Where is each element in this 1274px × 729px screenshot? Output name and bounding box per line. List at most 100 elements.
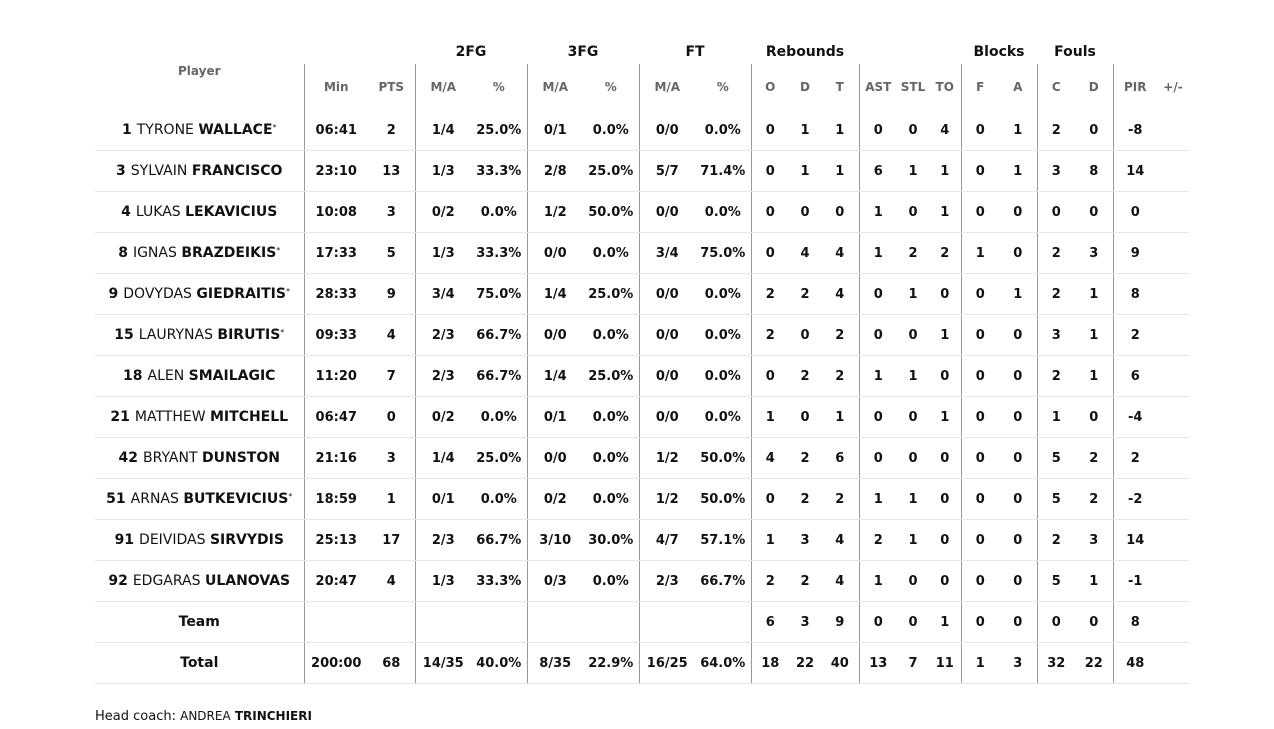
player-last-name: DUNSTON bbox=[201, 450, 280, 466]
player-number: 4 bbox=[121, 204, 131, 220]
col-header-pts: PTS bbox=[378, 80, 405, 94]
cell-reb-o: 4 bbox=[750, 437, 789, 479]
cell-plus-minus bbox=[1157, 437, 1189, 479]
cell-stl: 1 bbox=[897, 478, 929, 520]
cell-fg3-pct: 0.0% bbox=[583, 437, 639, 479]
cell-fg2-pct: 33.3% bbox=[471, 560, 527, 602]
cell-reb-t: 0 bbox=[821, 191, 859, 233]
cell-to: 0 bbox=[929, 560, 961, 602]
cell-fg2-ma: 0/1 bbox=[414, 478, 471, 520]
cell-fg3-ma: 0/1 bbox=[526, 110, 583, 151]
cell-ft-ma: 0/0 bbox=[638, 396, 695, 438]
cell-fg2-pct: 33.3% bbox=[471, 150, 527, 192]
player-number: 9 bbox=[108, 286, 119, 302]
cell-blk-a: 3 bbox=[999, 642, 1037, 684]
cell-blk-a: 0 bbox=[999, 437, 1037, 479]
box-score-table: 2FG 3FG FT Rebounds Blocks Fouls Player … bbox=[95, 40, 1189, 684]
cell-reb-t: 4 bbox=[821, 232, 859, 274]
cell-reb-d: 2 bbox=[789, 355, 821, 397]
cell-stl: 0 bbox=[897, 437, 929, 479]
cell-stl: 2 bbox=[897, 232, 929, 274]
cell-foul-d: 1 bbox=[1075, 355, 1113, 397]
col-header-foul-d: D bbox=[1088, 80, 1099, 94]
cell-ft-pct: 0.0% bbox=[695, 355, 751, 397]
cell-reb-o: 6 bbox=[750, 601, 789, 643]
cell-foul-c: 5 bbox=[1036, 478, 1075, 520]
cell-foul-c: 0 bbox=[1036, 191, 1075, 233]
cell-fg3-pct: 30.0% bbox=[583, 519, 639, 561]
cell-blk-f: 1 bbox=[960, 232, 999, 274]
cell-reb-o: 0 bbox=[750, 191, 789, 233]
col-header-2fg-pct: % bbox=[492, 80, 505, 94]
cell-min: 25:13 bbox=[303, 519, 368, 561]
player-last-name: FRANCISCO bbox=[191, 163, 283, 179]
cell-fg3-pct: 22.9% bbox=[583, 642, 639, 684]
player-first-name: IGNAS bbox=[132, 245, 177, 261]
col-header-ft-pct: % bbox=[716, 80, 729, 94]
cell-fg3-ma: 1/2 bbox=[526, 191, 583, 233]
col-header-reb-d: D bbox=[800, 80, 810, 94]
cell-to: 1 bbox=[929, 191, 961, 233]
cell-fg3-ma bbox=[526, 601, 583, 643]
cell-fg3-ma: 0/0 bbox=[526, 314, 583, 356]
cell-fg3-pct: 0.0% bbox=[583, 110, 639, 151]
head-coach: Head coach: ANDREA TRINCHIERI bbox=[95, 709, 312, 724]
cell-plus-minus bbox=[1157, 191, 1189, 233]
head-coach-label: Head coach: bbox=[95, 709, 176, 724]
cell-ast: 1 bbox=[858, 191, 897, 233]
cell-blk-a: 0 bbox=[999, 232, 1037, 274]
player-last-name: ULANOVAS bbox=[204, 573, 291, 589]
cell-blk-f: 0 bbox=[960, 150, 999, 192]
cell-min: 06:41 bbox=[303, 110, 368, 151]
cell-to: 11 bbox=[929, 642, 961, 684]
cell-reb-d: 0 bbox=[789, 191, 821, 233]
group-spacer bbox=[95, 40, 304, 64]
player-cell: 51 ARNAS BUTKEVICIUS* bbox=[95, 478, 304, 520]
cell-blk-f: 0 bbox=[960, 601, 999, 643]
cell-blk-f: 0 bbox=[960, 314, 999, 356]
player-first-name: DEIVIDAS bbox=[139, 532, 206, 548]
player-cell: 1 TYRONE WALLACE* bbox=[95, 110, 304, 151]
player-last-name: SMAILAGIC bbox=[188, 368, 276, 384]
col-header-to: TO bbox=[935, 80, 954, 94]
cell-foul-d: 1 bbox=[1075, 273, 1113, 315]
player-last-name: BUTKEVICIUS bbox=[183, 491, 289, 507]
player-first-name: LAURYNAS bbox=[138, 327, 213, 343]
cell-min bbox=[303, 601, 368, 643]
col-header-foul-c: C bbox=[1036, 64, 1075, 110]
player-first-name: DOVYDAS bbox=[123, 286, 192, 302]
player-row: 21 MATTHEW MITCHELL 06:47 0 0/2 0.0% 0/1 0.0% 0/… bbox=[95, 396, 1189, 438]
cell-fg3-ma: 3/10 bbox=[526, 519, 583, 561]
player-last-name: SIRVYDIS bbox=[209, 532, 284, 548]
cell-fg3-ma: 0/3 bbox=[526, 560, 583, 602]
cell-pir: 48 bbox=[1112, 642, 1157, 684]
cell-reb-o: 0 bbox=[750, 110, 789, 151]
starter-marker: * bbox=[288, 492, 293, 501]
cell-plus-minus bbox=[1157, 150, 1189, 192]
cell-fg2-ma: 1/4 bbox=[414, 437, 471, 479]
cell-pir: -2 bbox=[1112, 478, 1157, 520]
player-last-name: BRAZDEIKIS bbox=[181, 245, 277, 261]
cell-foul-d: 1 bbox=[1075, 560, 1113, 602]
cell-fg2-ma bbox=[414, 601, 471, 643]
cell-min: 11:20 bbox=[303, 355, 368, 397]
cell-reb-t: 40 bbox=[821, 642, 859, 684]
cell-fg3-pct: 0.0% bbox=[583, 560, 639, 602]
cell-to: 1 bbox=[929, 601, 961, 643]
cell-ast: 2 bbox=[858, 519, 897, 561]
cell-foul-c: 2 bbox=[1036, 232, 1075, 274]
cell-pir: 0 bbox=[1112, 191, 1157, 233]
cell-blk-a: 0 bbox=[999, 519, 1037, 561]
cell-blk-a: 0 bbox=[999, 560, 1037, 602]
cell-pts: 9 bbox=[368, 273, 415, 315]
col-header-stl: STL bbox=[900, 80, 926, 94]
cell-ft-ma: 0/0 bbox=[638, 273, 695, 315]
cell-reb-o: 2 bbox=[750, 314, 789, 356]
cell-fg3-pct: 50.0% bbox=[583, 191, 639, 233]
cell-pts: 0 bbox=[368, 396, 415, 438]
cell-foul-d: 0 bbox=[1075, 601, 1113, 643]
cell-to: 2 bbox=[929, 232, 961, 274]
cell-fg2-ma: 2/3 bbox=[414, 355, 471, 397]
cell-foul-d: 8 bbox=[1075, 150, 1113, 192]
cell-min: 21:16 bbox=[303, 437, 368, 479]
